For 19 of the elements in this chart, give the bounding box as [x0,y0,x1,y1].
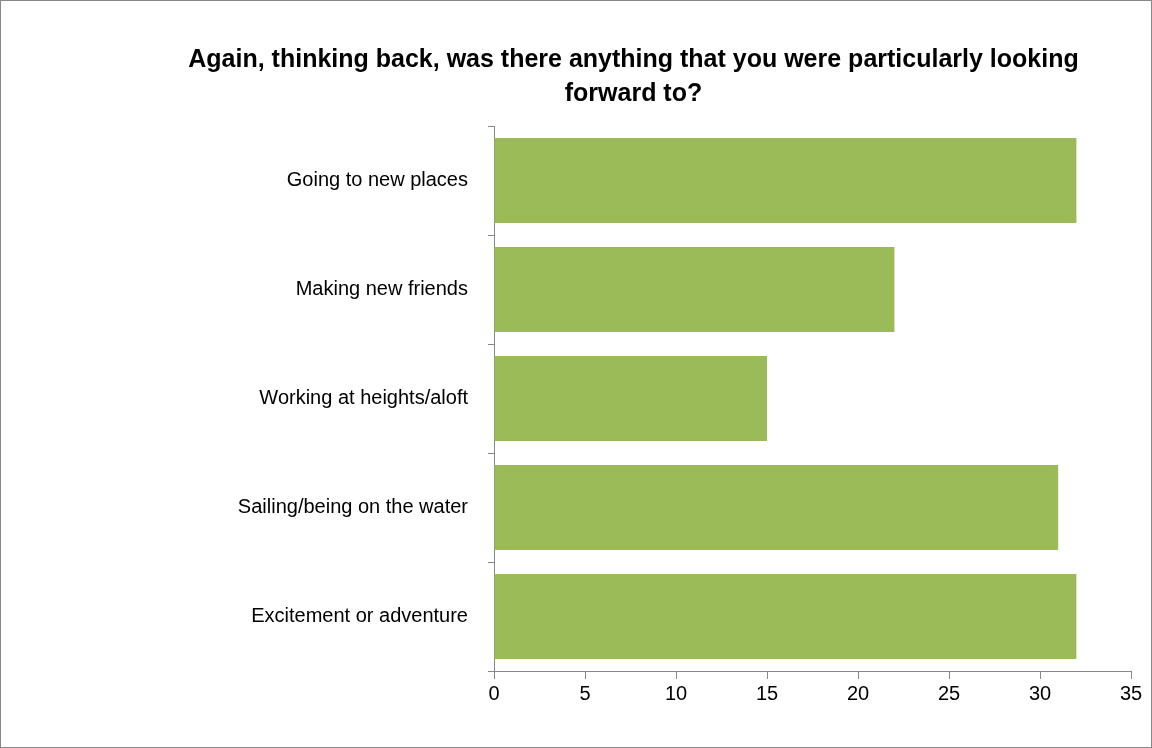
x-tick-label: 15 [755,681,779,704]
y-tick-label: Making new friends [295,277,468,300]
x-tick-label: 35 [1119,681,1143,704]
x-tick-label: 10 [664,681,688,704]
y-tick-label: Going to new places [286,168,468,191]
bar [494,355,767,442]
bar [494,137,1077,224]
bar [494,464,1059,551]
y-tick-label: Working at heights/aloft [259,386,469,409]
x-tick-label: 20 [846,681,870,704]
x-tick-label: 25 [937,681,961,704]
bar [494,573,1077,660]
x-tick-label: 30 [1028,681,1052,704]
chart-title: Again, thinking back, was there anything that you were particularly looking forward to? [187,43,1080,108]
x-tick-label: 0 [488,681,500,704]
y-tick-label: Sailing/being on the water [237,495,469,518]
y-tick-label: Excitement or adventure [251,604,468,627]
bar [494,246,895,333]
x-tick-label: 5 [579,681,591,704]
